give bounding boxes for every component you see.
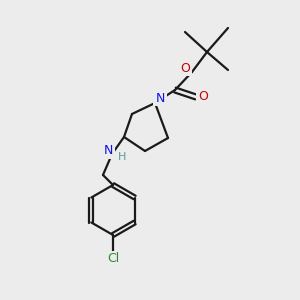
Text: N: N [155, 92, 165, 104]
Text: O: O [198, 89, 208, 103]
Text: N: N [103, 145, 113, 158]
Text: Cl: Cl [107, 253, 119, 266]
Text: H: H [118, 152, 126, 162]
Text: O: O [180, 61, 190, 74]
